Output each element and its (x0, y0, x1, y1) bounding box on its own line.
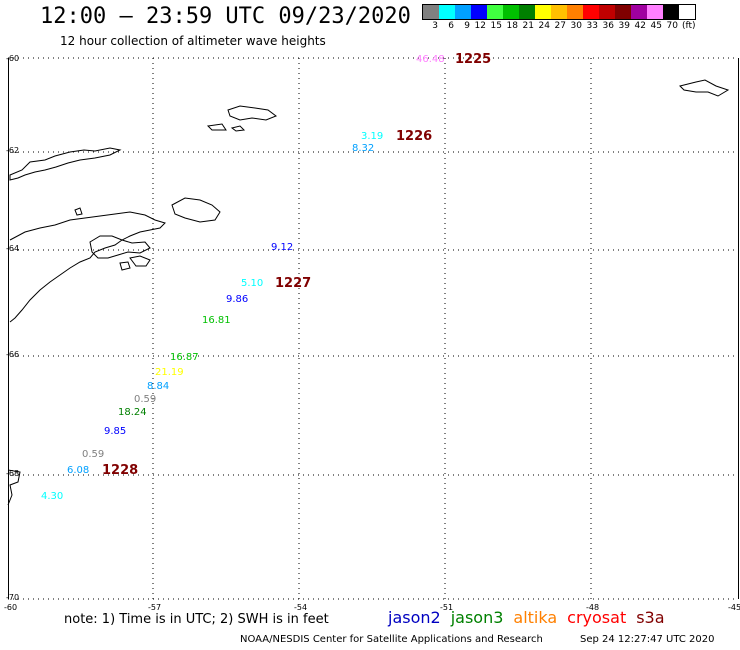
time-label: 1227 (275, 276, 312, 291)
wave-height-observation: 9.86 (226, 294, 249, 305)
credit-line: NOAA/NESDIS Center for Satellite Applica… (240, 634, 543, 645)
color-scale-label: 70 (666, 21, 678, 31)
color-scale-unit: (ft) (682, 21, 696, 31)
wave-height-observation: 18.24 (118, 407, 147, 418)
lat-label: -70 (6, 593, 20, 602)
lon-label: -51 (440, 603, 454, 612)
small-island-2 (206, 123, 227, 131)
south-orkney-islands (227, 105, 278, 121)
color-scale-swatch (455, 5, 471, 19)
lon-label: -45 (728, 603, 740, 612)
small-island-3 (230, 125, 246, 132)
wave-height-observation: 4.30 (41, 491, 64, 502)
color-scale-label: 42 (634, 21, 646, 31)
wave-height-observation: 8.32 (352, 143, 375, 154)
lat-label: -60 (6, 54, 20, 63)
color-scale-label: 24 (538, 21, 550, 31)
coastlines (7, 79, 730, 506)
small-island-1 (119, 261, 131, 271)
color-scale-label: 30 (570, 21, 582, 31)
color-scale-swatch (663, 5, 679, 19)
color-scale-label: 9 (464, 21, 470, 31)
color-scale-swatch (599, 5, 615, 19)
wave-height-observation: 5.10 (241, 278, 264, 289)
color-scale-labels: 3 6 9 12 15 18 21 24 27 30 33 36 39 42 45 70 (ft) (422, 21, 696, 33)
south-sandwich-fragment (679, 79, 730, 97)
legend-item-jason3: jason3 (450, 608, 504, 627)
map-frame (8, 58, 739, 599)
time-label: 1226 (396, 129, 433, 144)
color-scale-swatch (615, 5, 631, 19)
color-scale-label: 6 (448, 21, 454, 31)
wave-height-observation: 46.48 (416, 54, 445, 65)
color-scale-label: 36 (602, 21, 614, 31)
legend-item-s3a: s3a (636, 608, 665, 627)
legend-item-jason2: jason2 (388, 608, 441, 627)
peninsula-tip (9, 211, 166, 323)
map-title: 12:00 – 23:59 UTC 09/23/2020 (40, 4, 411, 29)
color-scale-swatches (422, 4, 696, 20)
legend-item-altika: altika (513, 608, 558, 627)
small-island-4 (74, 207, 83, 216)
lat-label: -62 (6, 146, 20, 155)
color-scale-label: 3 (432, 21, 438, 31)
color-scale-label: 39 (618, 21, 630, 31)
color-scale-swatch (535, 5, 551, 19)
lon-label: -57 (148, 603, 162, 612)
wave-height-observation: 16.81 (202, 315, 231, 326)
seymour-island (129, 255, 151, 267)
lat-label: -66 (6, 350, 20, 359)
map-subtitle: 12 hour collection of altimeter wave hei… (60, 34, 326, 48)
joinville-island (171, 197, 221, 223)
color-scale-swatch (647, 5, 663, 19)
color-scale-label: 27 (554, 21, 566, 31)
color-scale-swatch (471, 5, 487, 19)
satellite-legend: jason2 jason3 altika cryosat s3a (388, 608, 665, 627)
east-coast-edge (7, 469, 21, 506)
wave-height-observation: 3.19 (361, 131, 384, 142)
south-shetland-islands (9, 147, 122, 181)
color-scale-swatch (551, 5, 567, 19)
time-label: 1225 (455, 52, 492, 67)
color-scale-label: 18 (506, 21, 518, 31)
color-scale-swatch (519, 5, 535, 19)
color-scale-label: 12 (474, 21, 486, 31)
james-ross-island (89, 235, 151, 259)
wave-height-observation: 9.12 (271, 242, 294, 253)
lon-label: -60 (4, 603, 18, 612)
wave-height-observation: 0.59 (82, 449, 105, 460)
color-scale-swatch (487, 5, 503, 19)
color-scale-label: 15 (490, 21, 502, 31)
color-scale-swatch (503, 5, 519, 19)
wave-height-observation: 6.08 (67, 465, 90, 476)
wave-height-observation: 0.59 (134, 394, 157, 405)
color-scale-swatch (631, 5, 647, 19)
time-label: 1228 (102, 463, 139, 478)
wave-height-observation: 16.87 (170, 352, 199, 363)
color-scale-label: 33 (586, 21, 598, 31)
lon-label: -48 (586, 603, 600, 612)
wave-height-observation: 9.85 (104, 426, 127, 437)
color-scale-swatch (583, 5, 599, 19)
wave-height-color-scale: 3 6 9 12 15 18 21 24 27 30 33 36 39 42 45 70 (ft) (422, 4, 696, 32)
lat-label: -68 (6, 469, 20, 478)
legend-item-cryosat: cryosat (567, 608, 627, 627)
color-scale-label: 21 (522, 21, 534, 31)
color-scale-swatch (423, 5, 439, 19)
grid-lines (8, 57, 737, 600)
lat-label: -64 (6, 244, 20, 253)
wave-height-observation: 8.84 (147, 381, 170, 392)
wave-height-observation: 21.19 (155, 367, 184, 378)
color-scale-swatch (439, 5, 455, 19)
lon-label: -54 (294, 603, 308, 612)
color-scale-label: 45 (650, 21, 662, 31)
generated-timestamp: Sep 24 12:27:47 UTC 2020 (580, 634, 715, 645)
color-scale-swatch (567, 5, 583, 19)
footer-note: note: 1) Time is in UTC; 2) SWH is in fe… (64, 612, 329, 627)
